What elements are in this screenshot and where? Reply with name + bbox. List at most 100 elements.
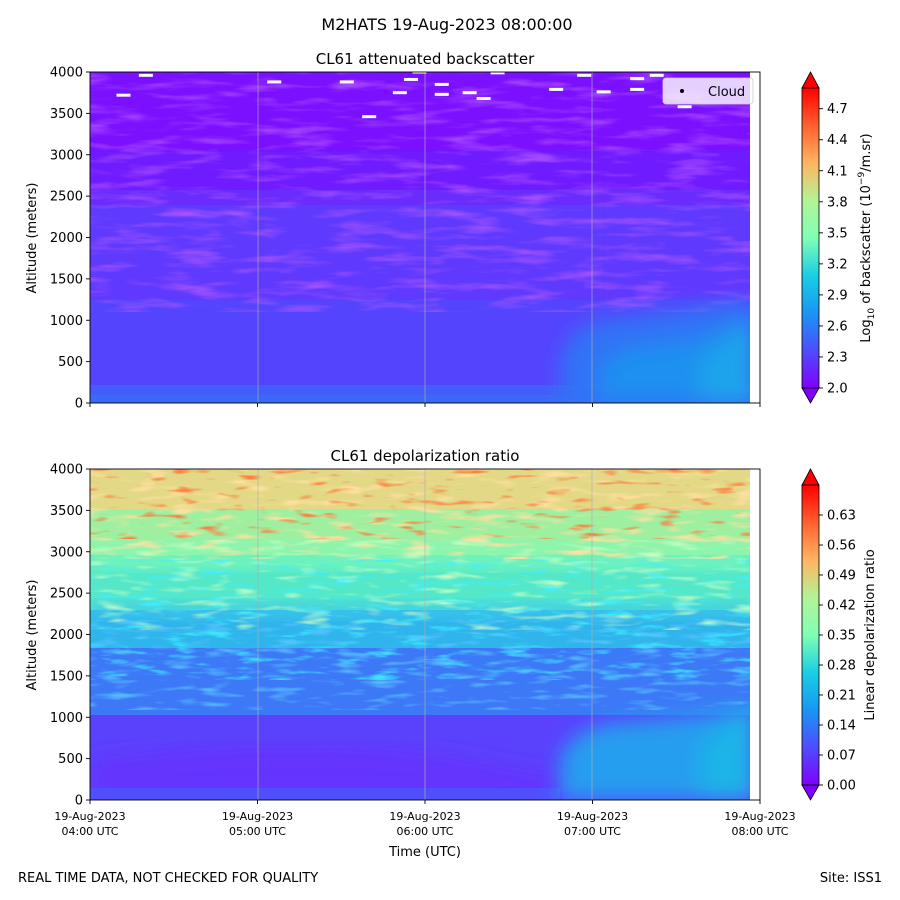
y-tick-label: 500 [58,355,83,370]
footer-quality-note: REAL TIME DATA, NOT CHECKED FOR QUALITY [18,871,318,886]
colorbar-tick-label: 3.5 [827,226,848,241]
backscatter-heatmap [90,72,750,403]
cloud-point [362,115,377,119]
depolarization-x-ticks: 19-Aug-2023 04:00 UTC 19-Aug-2023 05:00 UTC… [54,800,796,838]
y-tick-label: 2000 [50,231,83,246]
y-tick-label: 2000 [50,628,83,643]
cloud-point [490,72,505,75]
colorbar-tick-label: 0.14 [827,719,856,734]
colorbar-tick-label: 4.4 [827,133,848,148]
y-tick-label: 4000 [50,66,83,81]
colorbar-tick-label: 0.42 [827,599,856,614]
cloud-legend-marker-icon [680,89,684,93]
y-tick-label: 1500 [50,272,83,287]
depolarization-panel: CL61 depolarization ratio [25,447,878,860]
colorbar-tick-label: 4.7 [827,102,848,117]
y-tick-label: 2500 [50,190,83,205]
colorbar-tick-label: 3.8 [827,195,848,210]
cloud-point [339,80,354,84]
y-tick-label: 4000 [50,463,83,478]
depolarization-colorbar-extend-top [801,468,820,486]
colorbar-tick-label: 3.2 [827,257,848,272]
colorbar-tick-label: 0.63 [827,509,856,524]
cloud-legend: Cloud [662,77,754,105]
cloud-point [677,105,692,109]
x-tick-label-date: 19-Aug-2023 [557,810,628,823]
colorbar-tick-label: 0.35 [827,629,856,644]
backscatter-colorbar-extend-top [801,71,820,89]
cloud-point [434,82,449,86]
cloud-point [577,73,592,77]
colorbar-tick-label: 0.28 [827,659,856,674]
backscatter-ylabel: Altitude (meters) [25,183,40,294]
y-tick-label: 2500 [50,587,83,602]
depolarization-heatmap [90,469,750,800]
depolarization-colorbar-ticks: 0.00 0.07 0.14 0.21 0.28 0.35 0.42 0.49 0.56 0.63 [819,509,856,794]
cloud-legend-label: Cloud [708,85,745,100]
backscatter-grid [257,72,593,403]
y-tick-label: 3000 [50,545,83,560]
y-tick-label: 0 [75,397,83,412]
y-tick-label: 1000 [50,314,83,329]
colorbar-tick-label: 2.6 [827,319,848,334]
colorbar-tick-label: 0.49 [827,569,856,584]
cloud-point [462,91,477,95]
x-tick-label-time: 05:00 UTC [229,825,286,838]
depolarization-title: CL61 depolarization ratio [331,447,520,465]
cloud-point [412,72,427,74]
backscatter-colorbar-extend-bottom [801,387,820,404]
backscatter-panel: CL61 attenuated backscatter [25,50,877,412]
y-tick-label: 3000 [50,148,83,163]
x-tick-label-time: 08:00 UTC [731,825,788,838]
x-tick-label-date: 19-Aug-2023 [222,810,293,823]
backscatter-colorbar-label: Log10 of backscatter (10−9/m.sr) [857,133,877,342]
depolarization-xlabel: Time (UTC) [388,845,461,860]
x-tick-label-time: 06:00 UTC [396,825,453,838]
backscatter-colorbar: 2.0 2.3 2.6 2.9 3.2 3.5 3.8 4.1 4.4 4.7 Log10 of … [801,71,877,404]
depolarization-y-ticks: 0 500 1000 1500 2000 2500 3000 3500 4000 [50,463,90,809]
colorbar-tick-label: 0.07 [827,749,856,764]
cloud-point [138,73,153,77]
depolarization-colorbar: 0.00 0.07 0.14 0.21 0.28 0.35 0.42 0.49 0.56 0.63… [801,468,878,801]
cloud-point [404,77,419,81]
cloud-point [267,80,282,84]
figure-suptitle: M2HATS 19-Aug-2023 08:00:00 [321,15,572,34]
y-tick-label: 3500 [50,107,83,122]
x-tick-label-time: 07:00 UTC [564,825,621,838]
cloud-point [476,96,491,100]
x-tick-label-date: 19-Aug-2023 [724,810,795,823]
backscatter-colorbar-ticks: 2.0 2.3 2.6 2.9 3.2 3.5 3.8 4.1 4.4 4.7 [819,102,848,397]
colorbar-tick-label: 0.00 [827,779,856,794]
depolarization-colorbar-label: Linear depolarization ratio [863,549,878,720]
x-tick-label-date: 19-Aug-2023 [389,810,460,823]
colorbar-tick-label: 2.3 [827,350,848,365]
backscatter-y-ticks: 0 500 1000 1500 2000 2500 3000 3500 4000 [50,66,90,412]
y-tick-label: 1500 [50,669,83,684]
cloud-point [116,93,131,97]
colorbar-tick-label: 0.21 [827,689,856,704]
cloud-point [630,77,645,81]
cloud-point [596,90,611,94]
y-tick-label: 0 [75,794,83,809]
y-tick-label: 3500 [50,504,83,519]
cloud-point [630,87,645,91]
cloud-point [649,73,664,77]
depolarization-ylabel: Altitude (meters) [25,580,40,691]
backscatter-x-ticks [89,403,761,407]
cloud-point [549,87,564,91]
colorbar-tick-label: 2.0 [827,382,848,397]
backscatter-title: CL61 attenuated backscatter [316,50,535,68]
cloud-point [434,92,449,96]
cloud-point [392,91,407,95]
colorbar-tick-label: 0.56 [827,539,856,554]
footer-site: Site: ISS1 [820,871,882,886]
cloud-markers [116,72,692,119]
x-tick-label-date: 19-Aug-2023 [54,810,125,823]
colorbar-tick-label: 4.1 [827,164,848,179]
depolarization-colorbar-extend-bottom [801,784,820,801]
y-tick-label: 1000 [50,711,83,726]
depolarization-grid [257,469,593,800]
x-tick-label-time: 04:00 UTC [61,825,118,838]
colorbar-tick-label: 2.9 [827,288,848,303]
